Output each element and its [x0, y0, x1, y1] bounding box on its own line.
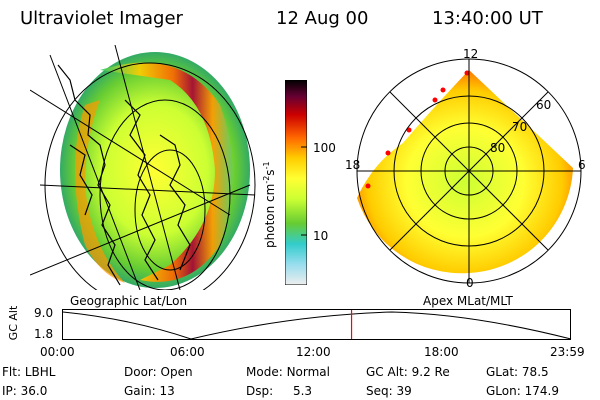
timeline-frame [62, 309, 571, 340]
instrument-title: Ultraviolet Imager [20, 8, 183, 29]
timeline-tick-1: 06:00 [170, 345, 205, 359]
time-label: 13:40:00 UT [432, 8, 543, 29]
polar-plot [356, 58, 582, 284]
geographic-image [30, 45, 256, 290]
timeline-plot [62, 309, 572, 340]
colorbar-tick-10: 10 [313, 229, 329, 243]
mlat-label-80: 80 [490, 141, 506, 155]
info-ip: IP: 36.0 [2, 384, 48, 398]
auroral-band-west [75, 100, 125, 283]
colorbar-tick-100: 100 [313, 141, 336, 155]
colorbar [285, 80, 307, 285]
timeline-tick-4: 23:59 [550, 345, 585, 359]
timeline-tick-0: 00:00 [40, 345, 75, 359]
mlt-label-12: 12 [463, 47, 479, 61]
altitude-curve [62, 311, 572, 340]
mlat-label-60: 60 [536, 98, 552, 112]
info-seq: Seq: 39 [366, 384, 412, 398]
coastlines [57, 64, 191, 286]
timeline-ylabel: GC Alt [7, 305, 20, 341]
timeline-y-bottom: 1.8 [34, 327, 54, 341]
info-mode: Mode: Normal [246, 365, 330, 379]
mlt-label-18: 18 [345, 158, 361, 172]
edge-hotspots [365, 70, 470, 189]
polar-grid [356, 58, 582, 284]
lat-lon-grid [30, 45, 256, 290]
mlat-label-70: 70 [512, 120, 528, 134]
info-dsp: Dsp: 5.3 [246, 384, 313, 398]
timeline-tick-2: 12:00 [296, 345, 331, 359]
info-flt: Flt: LBHL [2, 365, 56, 379]
right-panel-caption: Apex MLat/MLT [423, 294, 513, 308]
mlt-label-6: 6 [578, 158, 586, 172]
colorbar-label: photon cm-2s-1 [262, 161, 277, 248]
date-label: 12 Aug 00 [276, 8, 369, 29]
info-gc-alt: GC Alt: 9.2 Re [366, 365, 450, 379]
info-door: Door: Open [124, 365, 193, 379]
info-glat: GLat: 78.5 [486, 365, 549, 379]
mlt-label-0: 0 [466, 276, 474, 290]
left-panel-caption: Geographic Lat/Lon [70, 294, 188, 308]
timeline-y-top: 9.0 [34, 306, 54, 320]
info-gain: Gain: 13 [124, 384, 175, 398]
info-glon: GLon: 174.9 [486, 384, 559, 398]
timeline-tick-3: 18:00 [424, 345, 459, 359]
